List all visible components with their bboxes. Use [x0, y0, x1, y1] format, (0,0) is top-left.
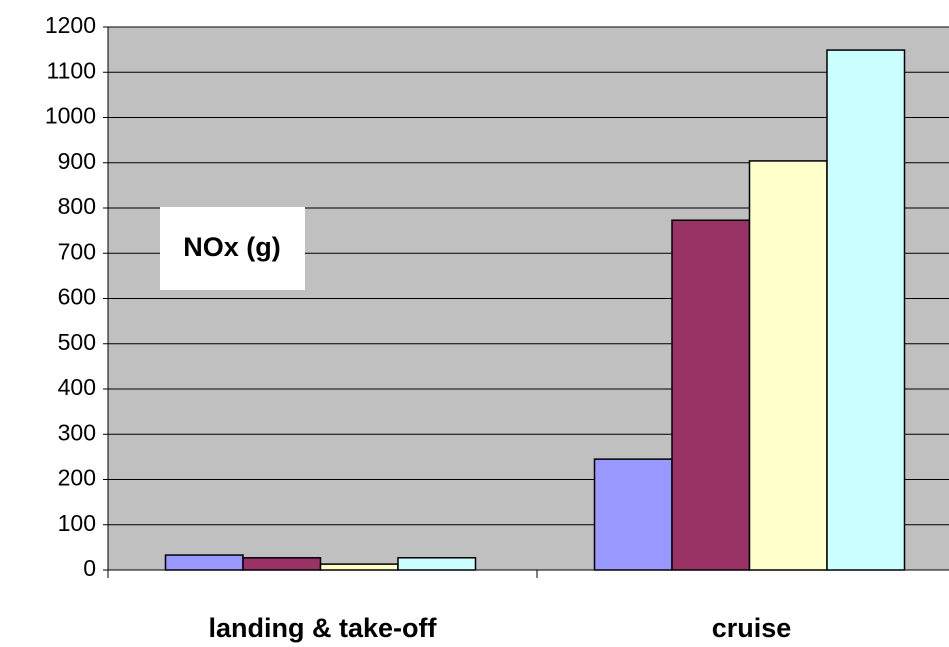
bar	[164, 554, 244, 571]
bar	[593, 458, 673, 571]
annotation: NOx (g)	[183, 232, 281, 262]
bar	[319, 563, 399, 571]
bar	[397, 557, 477, 571]
y-tick-label: 900	[58, 148, 96, 174]
y-tick-label: 0	[83, 555, 96, 581]
y-tick-label: 200	[58, 465, 96, 491]
y-tick-label: 1200	[45, 12, 96, 38]
bar	[242, 557, 322, 571]
y-tick-label: 400	[58, 374, 96, 400]
y-tick-label: 600	[58, 284, 96, 310]
y-tick-label: 1000	[45, 103, 96, 129]
bar	[826, 49, 906, 571]
bar	[748, 160, 828, 571]
x-tick-label: cruise	[712, 613, 792, 643]
y-tick-label: 100	[58, 510, 96, 536]
y-tick-label: 800	[58, 193, 96, 219]
x-tick-label: landing & take-off	[209, 613, 438, 643]
y-tick-label: 1100	[47, 57, 96, 83]
bar	[671, 219, 751, 571]
annotation-box	[160, 207, 305, 290]
y-tick-label: 700	[58, 238, 96, 264]
y-tick-label: 500	[58, 329, 96, 355]
y-tick-label: 300	[58, 419, 96, 445]
